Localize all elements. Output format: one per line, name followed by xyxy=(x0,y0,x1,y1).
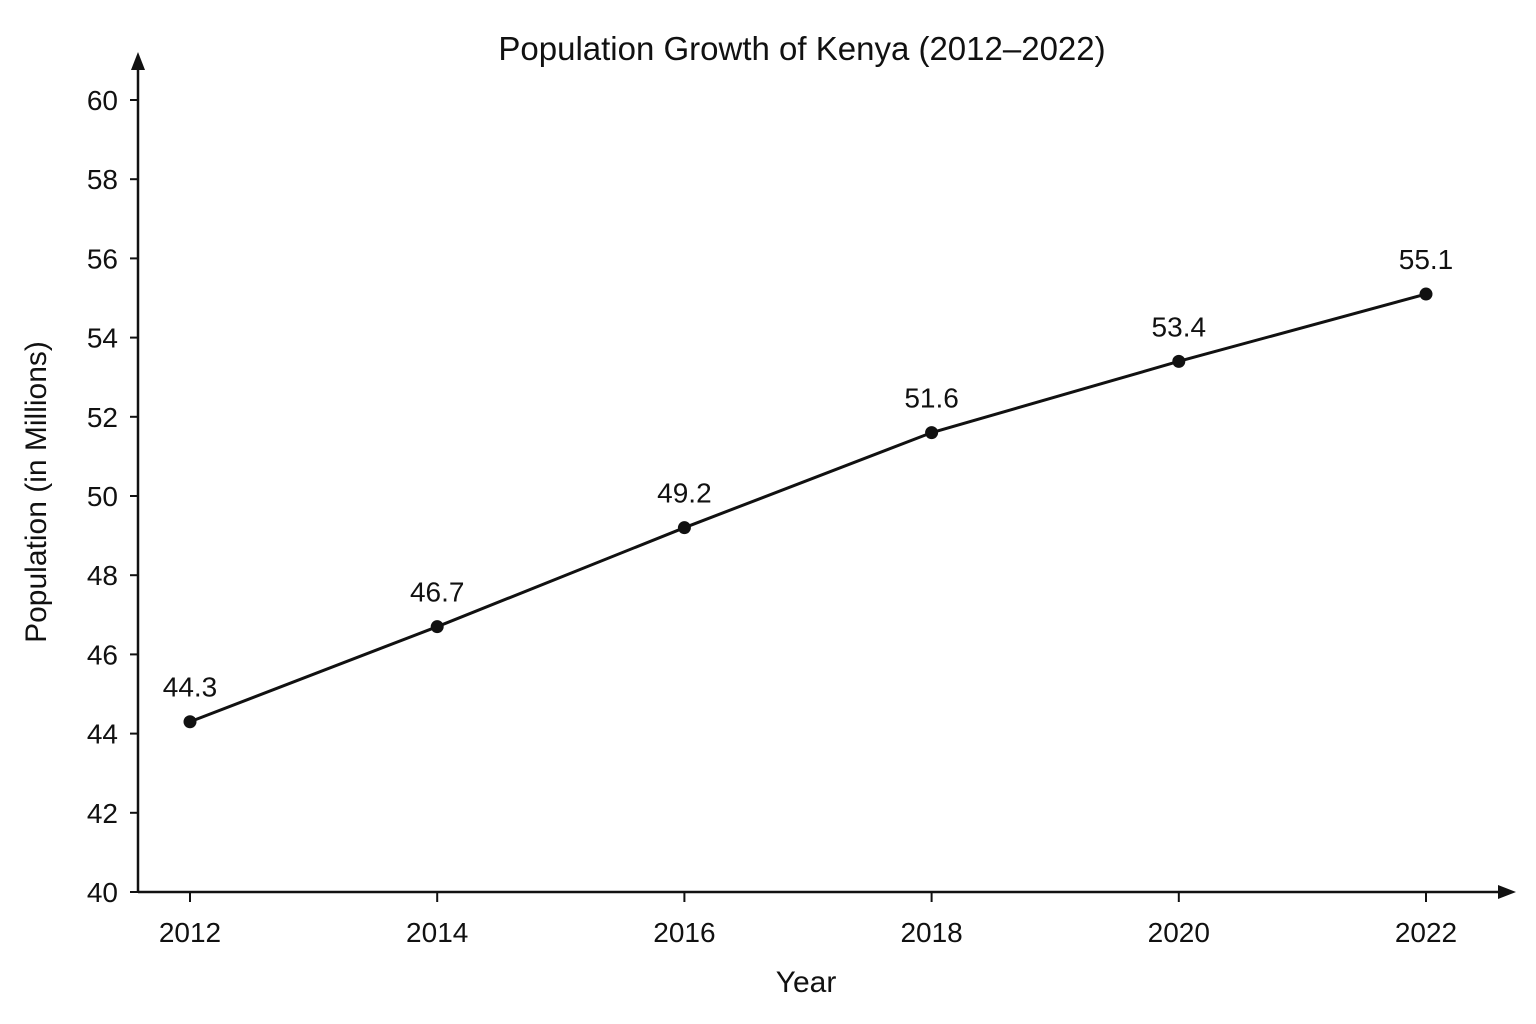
x-tick-label: 2018 xyxy=(900,917,962,948)
y-tick-label: 60 xyxy=(87,85,118,116)
data-point xyxy=(1172,354,1186,368)
x-tick-label: 2020 xyxy=(1148,917,1210,948)
y-tick-label: 54 xyxy=(87,323,118,354)
data-point xyxy=(183,715,197,729)
x-tick-label: 2014 xyxy=(406,917,468,948)
y-tick-label: 42 xyxy=(87,798,118,829)
data-point xyxy=(677,521,691,535)
y-tick-label: 56 xyxy=(87,243,118,274)
x-axis-label: Year xyxy=(776,966,837,999)
data-point xyxy=(1419,287,1433,301)
data-label: 53.4 xyxy=(1152,311,1207,342)
chart-title: Population Growth of Kenya (2012–2022) xyxy=(498,30,1105,67)
y-tick-label: 58 xyxy=(87,164,118,195)
x-tick-label: 2022 xyxy=(1395,917,1457,948)
x-tick-label: 2016 xyxy=(653,917,715,948)
data-point xyxy=(430,620,444,634)
y-axis-ticks: 40 42 44 46 48 50 52 54 56 58 60 xyxy=(87,85,138,908)
y-tick-label: 48 xyxy=(87,560,118,591)
y-tick-label: 50 xyxy=(87,481,118,512)
data-label: 44.3 xyxy=(163,672,218,703)
y-tick-label: 40 xyxy=(87,877,118,908)
y-axis-label: Population (in Millions) xyxy=(20,341,53,643)
data-label: 49.2 xyxy=(657,478,712,509)
y-tick-label: 52 xyxy=(87,402,118,433)
data-label: 55.1 xyxy=(1399,244,1454,275)
data-point xyxy=(925,426,939,440)
population-series-line xyxy=(189,292,1427,724)
data-label: 51.6 xyxy=(904,383,959,414)
y-tick-label: 44 xyxy=(87,719,118,750)
axes xyxy=(131,52,1516,899)
x-axis-ticks: 2012 2014 2016 2018 2020 2022 xyxy=(159,892,1457,948)
series-layer: 44.3 46.7 49.2 51.6 53.4 55.1 xyxy=(163,244,1454,729)
x-tick-label: 2012 xyxy=(159,917,221,948)
data-label: 46.7 xyxy=(410,577,465,608)
y-tick-label: 46 xyxy=(87,639,118,670)
y-axis-arrow-icon xyxy=(131,52,145,70)
x-axis-arrow-icon xyxy=(1498,885,1516,899)
